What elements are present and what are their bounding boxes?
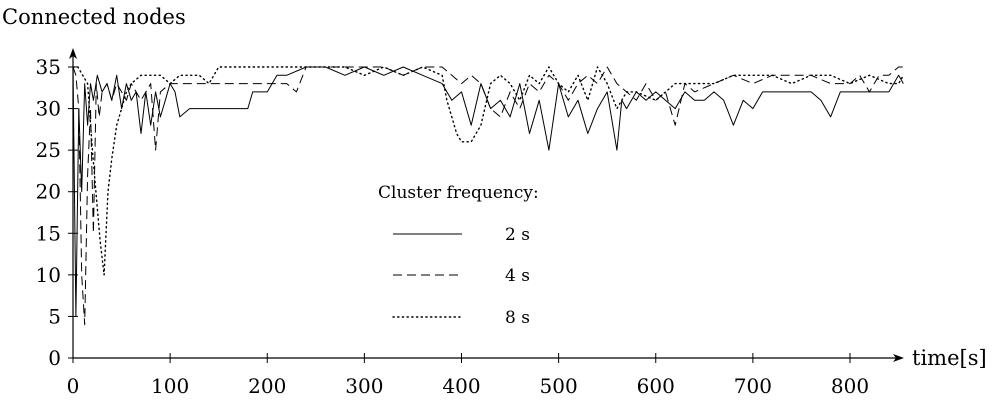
y-tick-label: 30 — [36, 97, 61, 121]
legend-label-3: 8 s — [505, 308, 530, 328]
x-axis-arrow — [893, 354, 904, 362]
axes — [69, 48, 904, 362]
legend-label-2: 4 s — [505, 266, 530, 286]
series-line-3 — [72, 66, 905, 276]
y-axis-arrow — [69, 48, 77, 59]
series-line-2 — [72, 66, 904, 326]
y-tick-label: 0 — [48, 346, 61, 370]
legend-title: Cluster frequency: — [378, 183, 539, 203]
x-tick-label: 200 — [248, 374, 286, 398]
x-axis-title: time[s] — [912, 346, 987, 370]
plot-lines — [72, 66, 905, 326]
y-axis-title: Connected nodes — [2, 5, 186, 29]
x-tick-label: 300 — [345, 374, 383, 398]
x-tick-label: 800 — [831, 374, 869, 398]
x-tick-label: 700 — [734, 374, 772, 398]
ticks: 0 100 200 300 400 500 600 700 800 0 5 10 15 20 25 30 35 — [36, 55, 870, 398]
y-tick-label: 25 — [36, 138, 61, 162]
x-tick-label: 400 — [442, 374, 480, 398]
y-tick-label: 15 — [36, 221, 61, 245]
legend-label-1: 2 s — [505, 225, 530, 245]
y-tick-label: 35 — [36, 55, 61, 79]
y-tick-label: 10 — [36, 263, 61, 287]
x-tick-label: 600 — [637, 374, 675, 398]
x-tick-label: 500 — [540, 374, 578, 398]
x-tick-label: 100 — [151, 374, 189, 398]
y-tick-label: 5 — [48, 304, 61, 328]
x-tick-label: 0 — [67, 374, 80, 398]
y-tick-label: 20 — [36, 180, 61, 204]
legend: Cluster frequency: 2 s 4 s 8 s — [378, 183, 539, 328]
